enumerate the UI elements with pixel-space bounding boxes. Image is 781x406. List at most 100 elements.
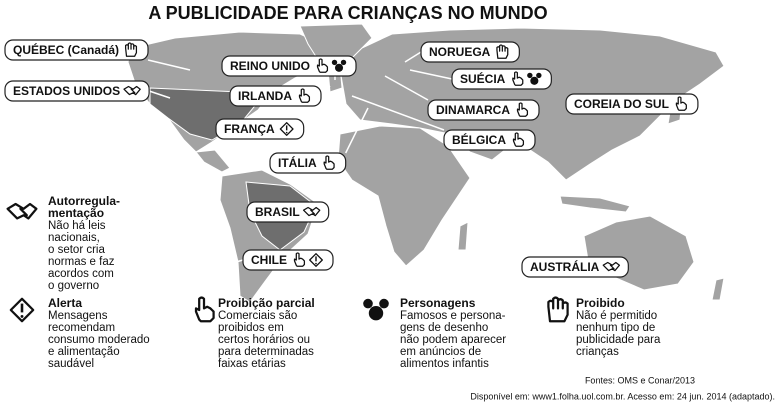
country-name: REINO UNIDO: [230, 59, 310, 73]
pointing-hand: [512, 71, 524, 86]
icon: [298, 88, 311, 103]
mouse-head: [368, 306, 384, 321]
icon: [9, 297, 35, 323]
australia: [583, 215, 695, 291]
pointing-hand: [512, 132, 525, 147]
country-label: BRASIL: [246, 201, 330, 223]
indonesia: [559, 195, 631, 213]
legend-title: Autorregula-: [48, 194, 120, 208]
legend-text: gens de desenho: [400, 322, 488, 334]
label-box: [565, 93, 699, 115]
label-box: [521, 256, 629, 278]
country-name: FRANÇA: [224, 122, 275, 136]
legend-text: para determinadas: [218, 346, 314, 358]
country-label: CHILE: [235, 249, 334, 271]
mouse-head: [334, 63, 344, 72]
country-name: SUÉCIA: [460, 71, 506, 86]
icon: [602, 261, 621, 272]
legend-text: certos horários ou: [218, 334, 310, 346]
label-box: [420, 41, 520, 63]
icon: [516, 102, 529, 117]
label-box: [4, 80, 150, 102]
country-name: AUSTRÁLIA: [530, 259, 600, 274]
icon: [293, 252, 306, 267]
legend-text: Famosos e persona-: [400, 310, 506, 322]
legend-text: publicidade para: [576, 334, 661, 346]
legend-text: o setor cria: [48, 244, 105, 256]
pointing-hand: [323, 155, 335, 170]
handshake: [6, 202, 38, 220]
country-labels: QUÉBEC (Canadá) REINO UNIDO NORUEGA SUÉCIA E…: [4, 39, 699, 278]
title: A PUBLICIDADE PARA CRIANÇAS NO MUNDO: [148, 3, 547, 23]
legend-text: alimentos infantis: [400, 358, 489, 370]
legend-text: Comerciais são: [218, 310, 297, 322]
leader-line: [303, 97, 346, 120]
legend-title: Proibição parcial: [218, 296, 315, 310]
legend-text: recomendam: [48, 322, 115, 334]
country-label: QUÉBEC (Canadá): [4, 39, 191, 71]
country-name: IRLANDA: [238, 89, 292, 103]
legend-text: nacionais,: [48, 232, 100, 244]
mouse-ear: [340, 59, 347, 66]
label-box: [427, 99, 540, 121]
world-map: [127, 23, 725, 303]
icon: [512, 71, 524, 86]
pointing-hand: [293, 252, 306, 267]
handshake: [602, 261, 621, 272]
icon: [194, 296, 215, 323]
legend-title: Alerta: [48, 296, 82, 310]
mouse-ear: [379, 298, 389, 309]
icon: [363, 298, 389, 321]
handshake: [302, 206, 321, 217]
country-label: AUSTRÁLIA: [521, 256, 629, 278]
leader-line: [351, 95, 445, 131]
country-name: BÉLGICA: [452, 132, 506, 147]
legend-text: faixas etárias: [218, 358, 286, 370]
pointing-hand: [194, 296, 215, 323]
legend-text: acordos com: [48, 268, 114, 280]
country-label: ITÁLIA: [269, 107, 369, 174]
stop-hand: [496, 44, 509, 59]
icon: [124, 42, 138, 57]
mouse-head: [530, 76, 539, 85]
country-label: COREIA DO SUL: [565, 93, 699, 115]
stop-hand: [547, 296, 569, 323]
country-name: ITÁLIA: [278, 155, 317, 170]
legend-title: mentação: [48, 206, 104, 220]
legend-title: Proibido: [576, 296, 625, 310]
country-label: BÉLGICA: [351, 95, 536, 151]
country-name: QUÉBEC (Canadá): [13, 42, 119, 57]
icon: [309, 253, 323, 267]
icon: [302, 206, 321, 217]
country-label: DINAMARCA: [384, 75, 540, 121]
leader-line: [409, 69, 453, 80]
leader-line: [404, 51, 422, 63]
legend-text: e alimentação: [48, 346, 120, 358]
country-name: ESTADOS UNIDOS: [13, 84, 120, 98]
icon: [6, 202, 38, 220]
madagascar: [457, 221, 469, 251]
country-name: CHILE: [251, 253, 287, 267]
icon: [527, 72, 542, 85]
leader-line: [148, 90, 171, 99]
legend-text: consumo moderado: [48, 334, 150, 346]
country-label: SUÉCIA: [409, 68, 552, 90]
country-label: ESTADOS UNIDOS: [4, 80, 171, 102]
legend-text: o governo: [48, 280, 99, 292]
country-name: BRASIL: [255, 205, 300, 219]
alert-diamond: [279, 122, 294, 136]
icon: [279, 122, 294, 136]
mouse-ear: [536, 72, 542, 79]
legend-text: normas e faz: [48, 256, 115, 268]
legend-text: saudável: [48, 358, 94, 370]
leader-line: [345, 107, 369, 154]
mouse-ear: [527, 72, 533, 79]
country-name: COREIA DO SUL: [574, 97, 669, 111]
country-name: DINAMARCA: [436, 103, 510, 117]
legend-text: não podem aparecer: [400, 334, 506, 346]
icon: [675, 96, 687, 111]
